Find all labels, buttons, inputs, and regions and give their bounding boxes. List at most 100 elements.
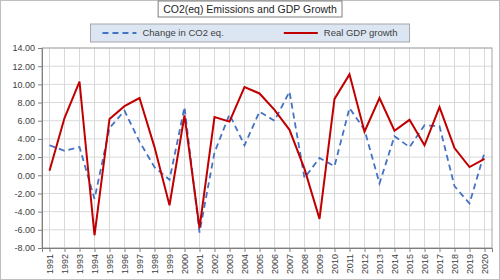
y-tick: 10.00: [12, 80, 42, 90]
x-tick-mark: [80, 248, 81, 252]
x-tick-mark: [410, 248, 411, 252]
x-tick-label: 2005: [255, 254, 265, 274]
legend-label: Real GDP growth: [324, 27, 398, 38]
x-tick-mark: [305, 248, 306, 252]
y-tick-mark: [38, 84, 42, 85]
x-tick-mark: [260, 248, 261, 252]
x-tick-mark: [170, 248, 171, 252]
x-tick: 2001: [195, 248, 205, 274]
grid-line: [139, 48, 140, 248]
x-tick: 2008: [300, 248, 310, 274]
legend-item: Change in CO2 eq.: [102, 27, 223, 38]
x-tick: 2019: [465, 248, 475, 274]
x-tick-mark: [440, 248, 441, 252]
y-tick: 8.00: [17, 98, 42, 108]
x-tick: 2020: [480, 248, 490, 274]
y-tick: 0.00: [17, 171, 42, 181]
x-tick: 1991: [45, 248, 55, 274]
x-tick-mark: [275, 248, 276, 252]
series-line: [50, 74, 485, 235]
y-tick-mark: [38, 48, 42, 49]
grid-line: [364, 48, 365, 248]
y-axis: -8.00-6.00-4.00-2.000.002.004.006.008.00…: [12, 43, 42, 253]
x-tick-label: 2001: [195, 254, 205, 274]
y-tick: 6.00: [17, 116, 42, 126]
legend-swatch: [284, 32, 318, 34]
grid-line: [109, 48, 110, 248]
grid-line: [334, 48, 335, 248]
x-tick-mark: [95, 248, 96, 252]
x-tick-mark: [365, 248, 366, 252]
x-tick: 2003: [225, 248, 235, 274]
chart: -8.00-6.00-4.00-2.000.002.004.006.008.00…: [0, 0, 500, 280]
x-tick: 1998: [150, 248, 160, 274]
grid-line: [469, 48, 470, 248]
x-tick-label: 2000: [180, 254, 190, 274]
grid: [42, 48, 492, 248]
legend-item: Real GDP growth: [284, 27, 398, 38]
grid-line: [64, 48, 65, 248]
grid-line: [184, 48, 185, 248]
x-tick: 1992: [60, 248, 70, 274]
x-tick: 1995: [105, 248, 115, 274]
x-tick: 2014: [390, 248, 400, 274]
x-tick-label: 1998: [150, 254, 160, 274]
x-tick: 2009: [315, 248, 325, 274]
grid-line: [259, 48, 260, 248]
x-tick-label: 2018: [450, 254, 460, 274]
grid-line: [94, 48, 95, 248]
x-tick-label: 2013: [375, 254, 385, 274]
x-tick-label: 2003: [225, 254, 235, 274]
x-tick-label: 2016: [420, 254, 430, 274]
x-tick-label: 2009: [315, 254, 325, 274]
x-tick: 2007: [285, 248, 295, 274]
x-tick-label: 1992: [60, 254, 70, 274]
x-tick-mark: [230, 248, 231, 252]
title-frame: [158, 1, 342, 17]
x-tick-label: 2014: [390, 254, 400, 274]
grid-line: [424, 48, 425, 248]
x-tick: 2005: [255, 248, 265, 274]
grid-line: [289, 48, 290, 248]
x-tick: 2017: [435, 248, 445, 274]
x-tick: 1997: [135, 248, 145, 274]
y-tick: -2.00: [14, 189, 42, 199]
series-lines: [50, 74, 485, 235]
grid-line: [169, 48, 170, 248]
x-tick-mark: [140, 248, 141, 252]
x-tick-mark: [455, 248, 456, 252]
y-tick-mark: [38, 66, 42, 67]
x-tick-mark: [380, 248, 381, 252]
x-tick: 2018: [450, 248, 460, 274]
x-tick-label: 2020: [480, 254, 490, 274]
x-tick-label: 1995: [105, 254, 115, 274]
x-tick-mark: [245, 248, 246, 252]
x-tick-label: 2010: [330, 254, 340, 274]
x-tick-mark: [155, 248, 156, 252]
y-tick-mark: [38, 248, 42, 249]
x-tick-mark: [290, 248, 291, 252]
y-tick-label: -8.00: [14, 243, 35, 253]
x-tick-mark: [350, 248, 351, 252]
plot: -8.00-6.00-4.00-2.000.002.004.006.008.00…: [12, 43, 492, 274]
y-tick: 2.00: [17, 152, 42, 162]
x-tick: 2010: [330, 248, 340, 274]
grid-line: [439, 48, 440, 248]
y-axis-line: [38, 49, 43, 249]
x-tick-label: 2006: [270, 254, 280, 274]
grid-line: [214, 48, 215, 248]
y-tick-mark: [38, 175, 42, 176]
x-tick-mark: [470, 248, 471, 252]
y-tick: 12.00: [12, 62, 42, 72]
legend-label: Change in CO2 eq.: [142, 27, 223, 38]
x-tick-mark: [485, 248, 486, 252]
grid-line: [409, 48, 410, 248]
x-tick-label: 2015: [405, 254, 415, 274]
series-line: [50, 92, 485, 233]
y-tick: -4.00: [14, 207, 42, 217]
x-tick-label: 2017: [435, 254, 445, 274]
x-tick-mark: [395, 248, 396, 252]
x-tick-mark: [65, 248, 66, 252]
y-tick-mark: [38, 139, 42, 140]
x-tick-mark: [110, 248, 111, 252]
